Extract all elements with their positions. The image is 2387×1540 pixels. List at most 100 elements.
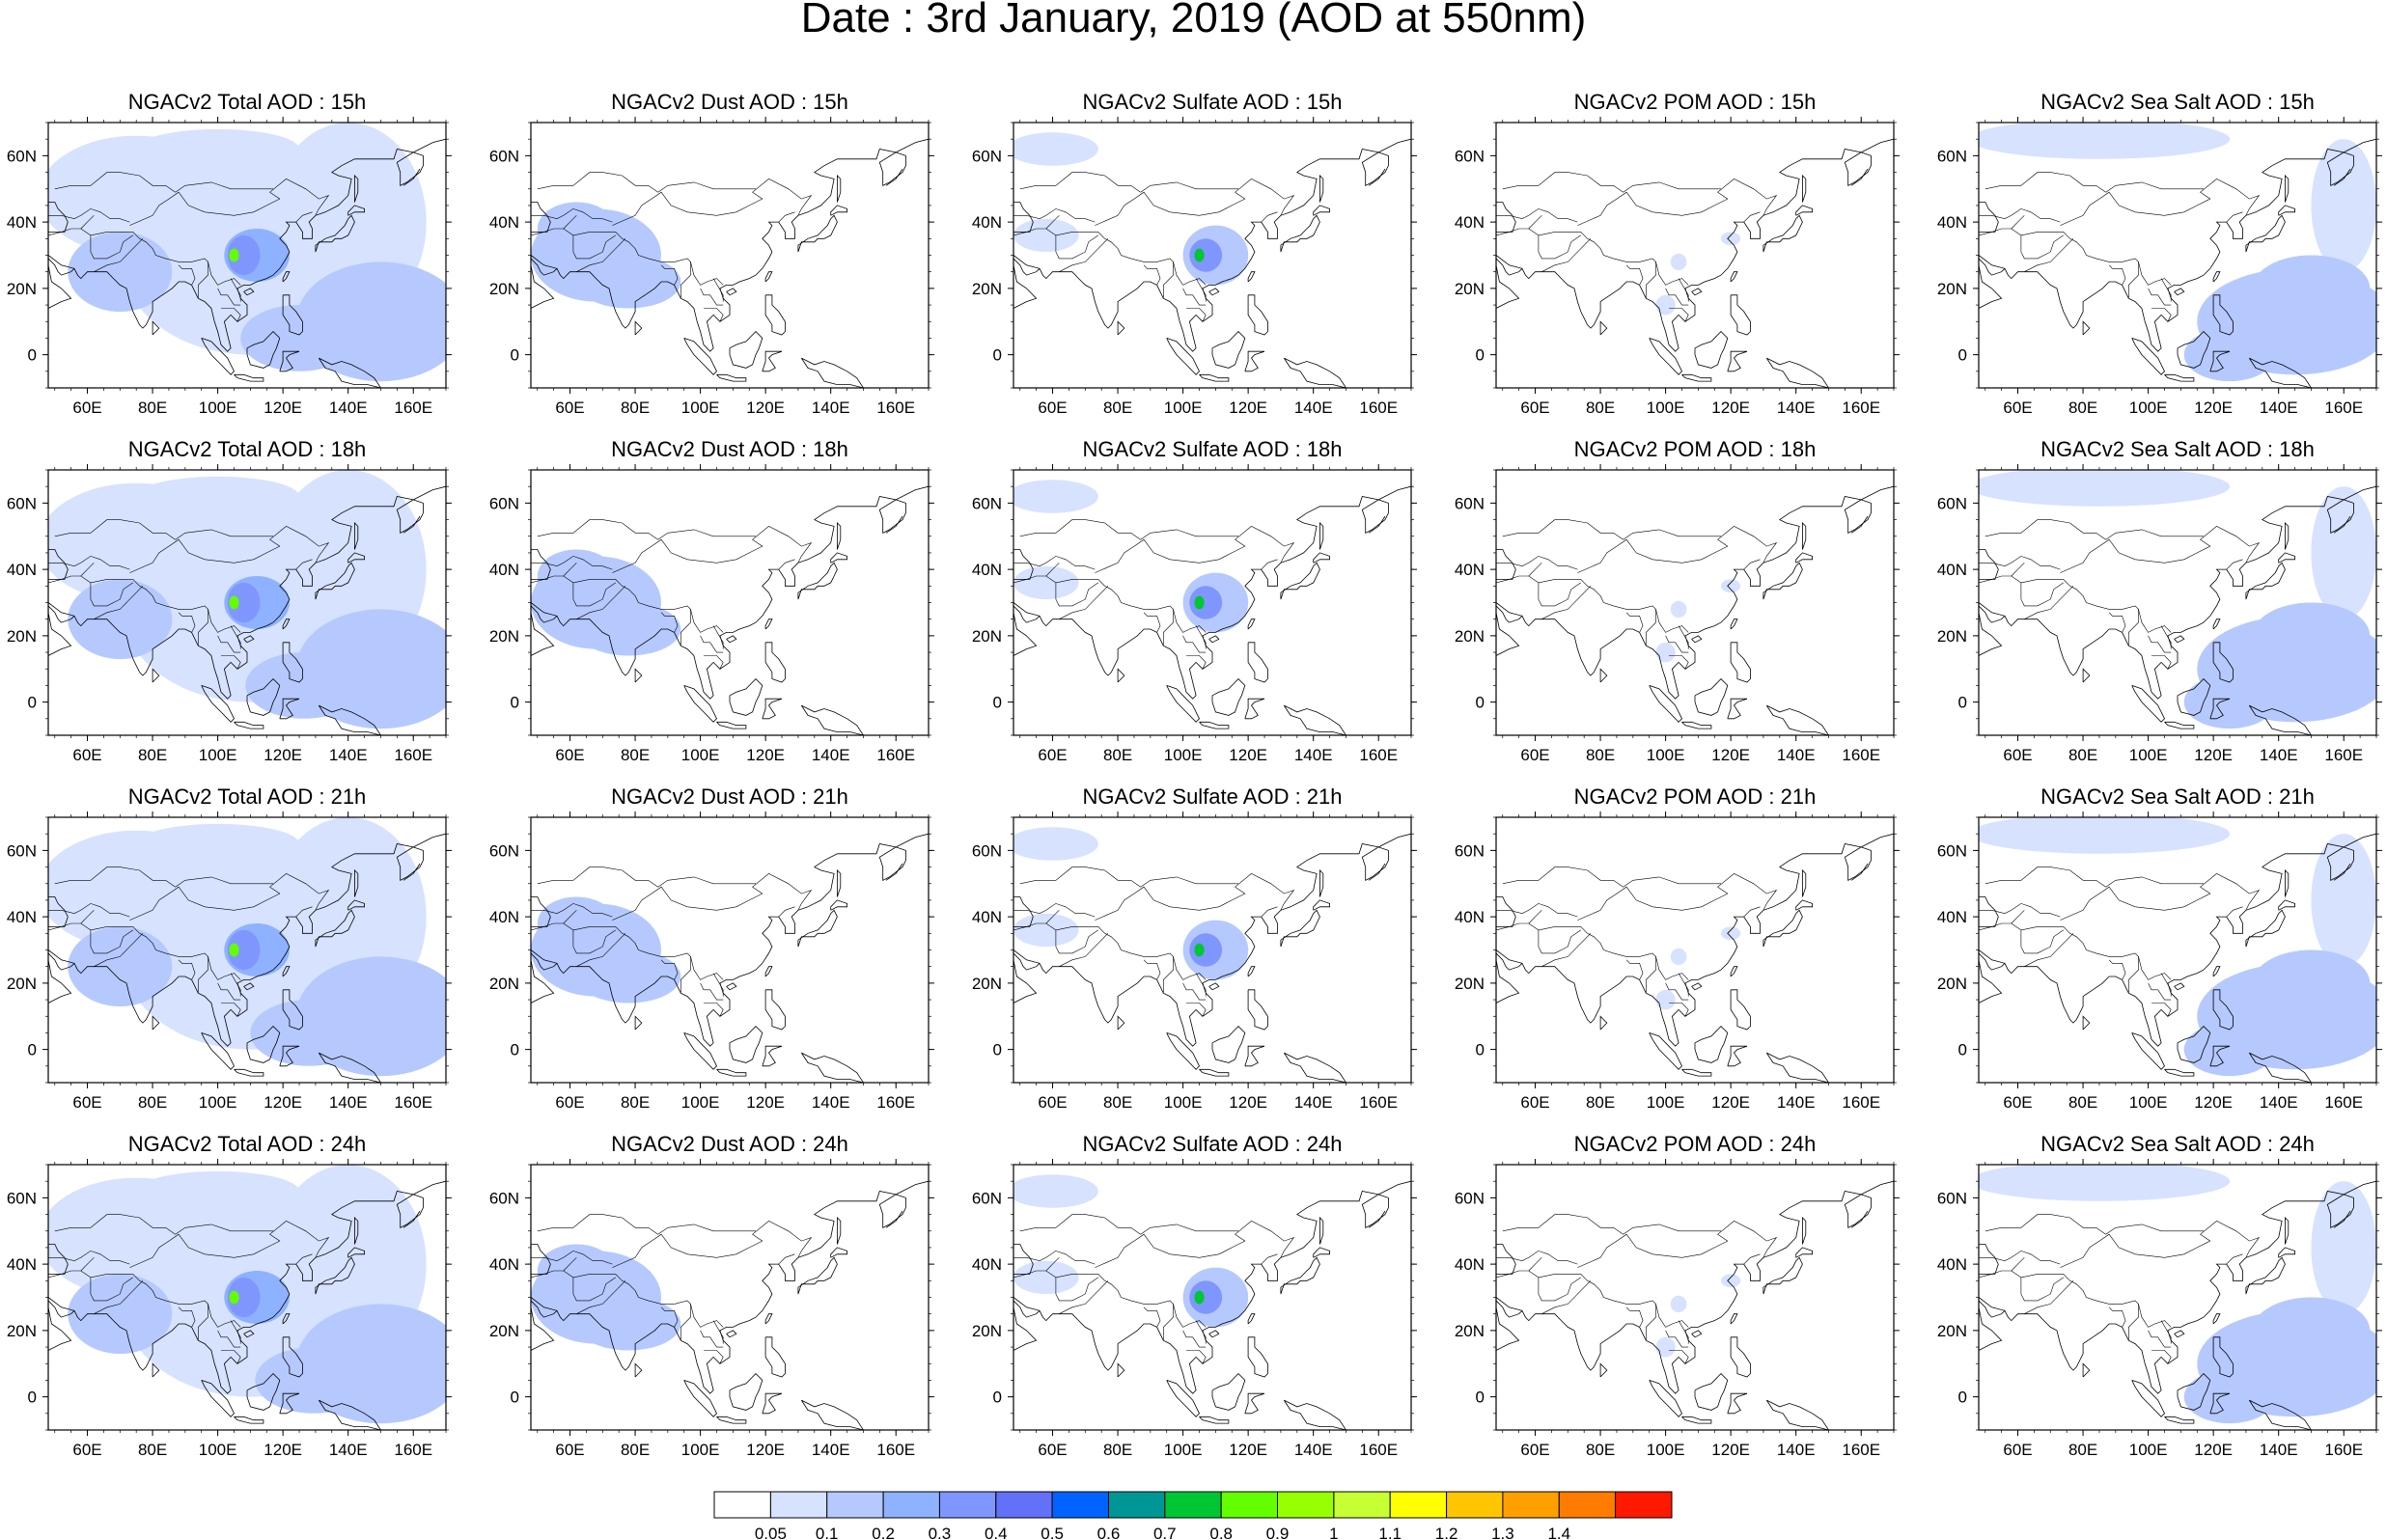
country-border [680,956,691,994]
country-border [1163,261,1174,299]
country-border [48,228,92,236]
coastline [800,1399,864,1430]
country-border [2151,655,2172,670]
country-border [1496,1251,1578,1265]
country-border [1195,278,1207,302]
country-border [680,261,691,299]
coastline [726,1330,737,1338]
colorbar-swatch [1220,1491,1279,1519]
coastline [2174,288,2185,296]
coastline [764,989,786,1031]
country-border [612,873,813,921]
colorbar-label: 0.3 [929,1525,952,1540]
coastline [2174,982,2185,991]
country-border [531,903,613,918]
lon-tick-label: 80E [138,746,167,764]
coastline [1730,989,1751,1031]
coastline [48,549,69,580]
country-border [2226,906,2243,918]
aod-field [48,817,446,1077]
coastlines [1496,1180,1894,1430]
lon-tick-label: 80E [2068,1093,2097,1112]
coastline [764,1313,773,1325]
aod-patch [1655,1336,1676,1358]
country-border [1496,208,1578,223]
coastline [2131,685,2165,723]
country-border [572,582,616,607]
country-border [2226,211,2243,223]
aod-patch [2311,834,2376,967]
lat-tick-label: 20N [489,280,519,298]
map-plot: 60E 80E 100E 120E 140E 160E 60N 40N 20N 0 [1455,1159,1900,1459]
colorbar-label: 1.4 [1547,1525,1570,1540]
lon-tick-label: 140E [1294,1093,1333,1112]
panel-title: NGACv2 Total AOD : 24h [127,1132,367,1156]
country-border [2151,1350,2172,1364]
coastline [246,331,281,369]
lon-tick-label: 60E [1038,1093,1067,1112]
colorbar-label: 0.9 [1266,1525,1290,1540]
country-border [90,234,133,260]
aod-patch [227,582,261,623]
coastline [1496,612,1520,656]
lon-tick-label: 160E [876,1441,915,1459]
coastline [1013,1244,1034,1275]
map-plot: 60E 80E 100E 120E 140E 160E 60N 40N 20N 0 [7,811,452,1112]
country-border [1538,1274,1689,1328]
coastline [1247,271,1256,283]
country-border [1019,1214,1141,1235]
coastline [830,552,847,564]
coastlines [531,1180,929,1430]
coastline [48,202,69,233]
country-border [1646,1304,1656,1341]
colorbar-swatch [1502,1491,1560,1519]
country-border [712,973,724,997]
country-border [680,609,691,646]
lon-tick-label: 80E [1586,1093,1615,1112]
map-plot: 60E 80E 100E 120E 140E 160E 60N 40N 20N 0 [7,117,452,417]
lon-tick-label: 60E [2003,1093,2032,1112]
lat-tick-label: 0 [511,1389,519,1407]
lat-tick-label: 20N [489,975,519,993]
coastline [764,271,773,283]
map-plot: 60E 80E 100E 120E 140E 160E 60N 40N 20N 0 [972,464,1417,764]
country-border [1646,609,1656,646]
lon-tick-label: 160E [2324,399,2363,417]
coastline [797,1256,838,1295]
map-plot: 60E 80E 100E 120E 140E 160E 60N 40N 20N 0 [1937,811,2382,1112]
lon-tick-label: 160E [876,1093,915,1112]
country-border [1163,609,1174,646]
lat-tick-label: 20N [489,1322,519,1340]
coastline [243,288,255,296]
country-border [1055,926,1207,980]
map-plot: 60E 80E 100E 120E 140E 160E 60N 40N 20N 0 [1455,117,1900,417]
country-border [531,922,574,931]
country-border [1261,559,1278,570]
country-border [1625,264,1644,286]
coastline [1599,1362,1608,1378]
coastline [1496,549,1516,580]
colorbar-label: 0.7 [1153,1525,1177,1540]
lon-tick-label: 120E [2194,1441,2233,1459]
coastline [1496,959,1520,1004]
lon-tick-label: 160E [394,1093,432,1112]
coastline [1166,685,1200,723]
map-panel-dust: NGACv2 Dust AOD : 21h 60E 80E 100E 120E 140E 1… [473,784,934,1121]
country-border [2151,308,2172,322]
aod-patch [1013,1260,1079,1295]
country-border [2108,1306,2126,1328]
coastline [830,1247,847,1258]
coastline [531,202,551,233]
coastline [48,833,446,1047]
lat-tick-label: 0 [993,1041,1002,1059]
country-border [576,933,626,967]
country-border [1059,933,1109,967]
coastline [1166,1032,1200,1070]
coastline [531,138,929,352]
aod-patch [537,1244,616,1298]
coastline [1283,357,1346,388]
aod-patch [136,823,299,865]
aod-patch [68,579,173,659]
lat-tick-label: 20N [1937,975,1967,993]
lon-tick-label: 100E [681,1441,720,1459]
